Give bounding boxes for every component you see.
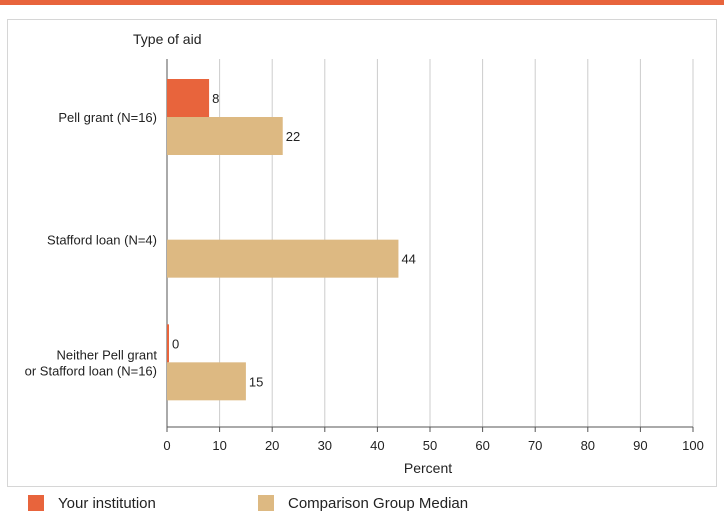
x-tick-label-30: 30 xyxy=(318,438,332,453)
data-label-your-institution-0: 8 xyxy=(212,91,219,106)
bar-your-institution-0 xyxy=(167,79,210,117)
legend-item-your-institution: Your institution xyxy=(28,494,156,512)
legend-label-comparison-group-median: Comparison Group Median xyxy=(288,494,469,512)
x-tick-label-70: 70 xyxy=(528,438,542,453)
data-label-comparison-median-1: 44 xyxy=(401,252,415,267)
x-tick-label-50: 50 xyxy=(423,438,437,453)
x-tick-label-60: 60 xyxy=(475,438,489,453)
category-label-2-line-1: or Stafford loan (N=16) xyxy=(25,363,157,378)
legend-label-your-institution: Your institution xyxy=(58,494,156,512)
data-label-comparison-median-2: 15 xyxy=(249,374,263,389)
bars xyxy=(167,79,399,401)
y-axis-title: Type of aid xyxy=(133,31,202,47)
data-label-your-institution-2: 0 xyxy=(172,336,179,351)
legend: Your institution Comparison Group Median xyxy=(0,490,724,516)
x-tick-label-40: 40 xyxy=(370,438,384,453)
x-tick-label-80: 80 xyxy=(581,438,595,453)
bar-comparison-median-0 xyxy=(167,117,283,155)
legend-swatch-your-institution xyxy=(28,495,44,511)
category-label-0: Pell grant (N=16) xyxy=(58,110,157,125)
x-tick-label-90: 90 xyxy=(633,438,647,453)
category-label-1: Stafford loan (N=4) xyxy=(47,233,157,248)
legend-item-comparison-group-median: Comparison Group Median xyxy=(258,494,468,512)
bar-comparison-median-1 xyxy=(167,239,399,278)
category-label-2-line-0: Neither Pell grant xyxy=(57,347,158,362)
data-label-comparison-median-0: 22 xyxy=(286,129,300,144)
top-accent-rule xyxy=(0,0,724,5)
x-tick-label-0: 0 xyxy=(163,438,170,453)
bar-your-institution-2 xyxy=(167,324,169,363)
x-tick-label-10: 10 xyxy=(212,438,226,453)
bar-comparison-median-2 xyxy=(167,362,246,401)
x-tick-label-20: 20 xyxy=(265,438,279,453)
x-axis-title: Percent xyxy=(404,460,452,476)
legend-swatch-comparison-group-median xyxy=(258,495,274,511)
x-tick-label-100: 100 xyxy=(682,438,704,453)
